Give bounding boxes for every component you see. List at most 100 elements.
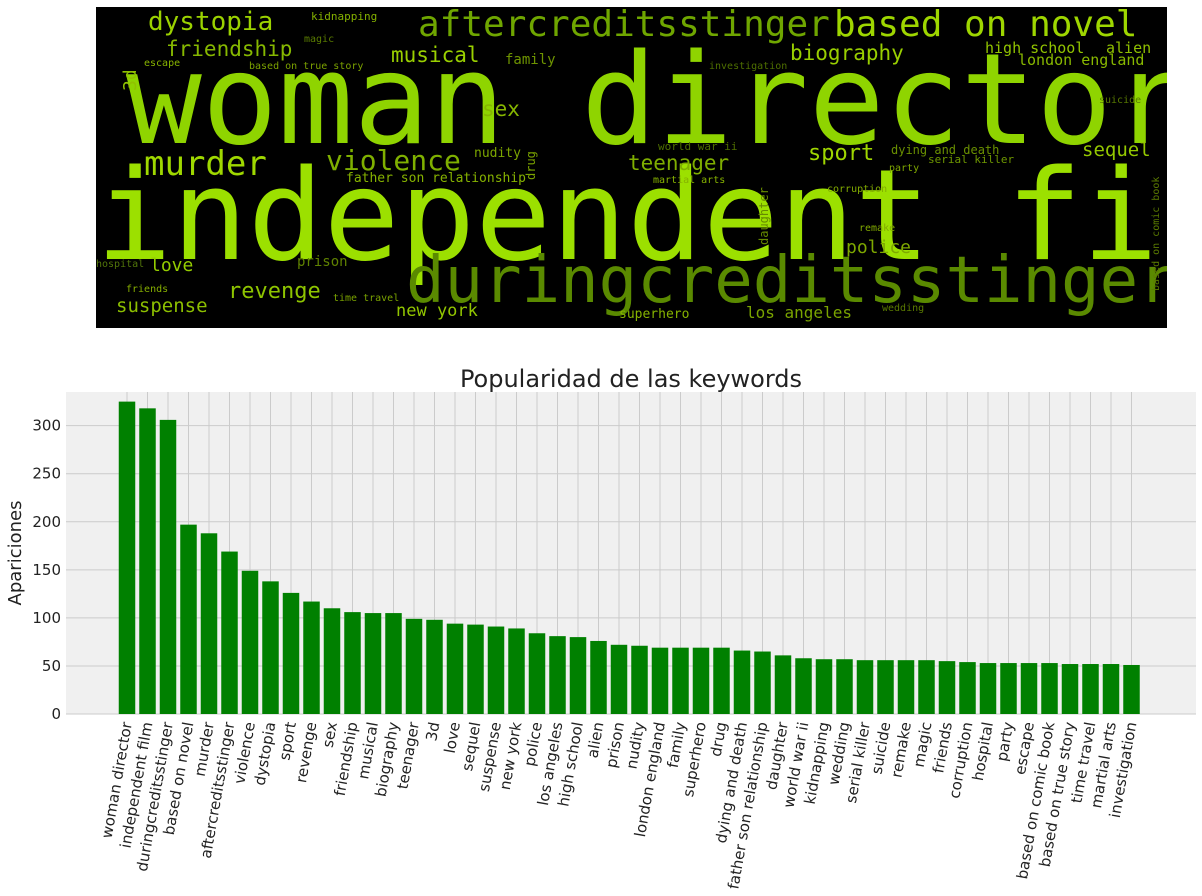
wordcloud-word: time travel [333, 293, 400, 304]
wordcloud-word: suicide [1099, 95, 1142, 106]
wordcloud-word: based on comic book [1151, 176, 1162, 291]
bar [118, 401, 136, 714]
wordcloud-word: los angeles [746, 303, 852, 322]
y-tick-label: 100 [32, 609, 61, 627]
wordcloud-word: violence [326, 144, 461, 177]
bar [303, 601, 320, 714]
bar [467, 624, 484, 714]
wordcloud-word: sport [808, 141, 875, 166]
wordcloud-word: murder [144, 144, 267, 184]
wordcloud-word: revenge [228, 279, 321, 304]
bar [1082, 664, 1099, 714]
y-tick-label: 0 [51, 705, 61, 723]
wordcloud-word: daughter [757, 186, 771, 245]
bar [385, 613, 402, 714]
bar [426, 619, 443, 714]
bar [405, 618, 423, 714]
x-tick-label: drug [707, 721, 731, 758]
bar [200, 533, 218, 714]
wordcloud-word: high school [985, 39, 1085, 57]
bar [692, 647, 710, 714]
wordcloud-word: martial arts [653, 175, 726, 186]
bar [508, 628, 525, 714]
wordcloud-word: suspense [116, 295, 208, 317]
wordcloud-word: alien [1106, 39, 1152, 57]
wordcloud-word: investigation [709, 61, 788, 72]
wordcloud-word: police [846, 237, 912, 258]
bar [159, 419, 177, 714]
wordcloud-word: hospital [96, 259, 145, 270]
y-tick-label: 300 [32, 417, 61, 435]
bar [180, 524, 197, 714]
wordcloud-word: kidnapping [311, 10, 378, 23]
bar [672, 647, 689, 714]
bar [1041, 663, 1058, 714]
wordcloud-word: serial killer [928, 153, 1015, 166]
bars [118, 401, 1140, 714]
bar [139, 408, 156, 714]
bar [344, 612, 361, 714]
wordcloud-word: sex [482, 97, 520, 121]
bar [487, 626, 505, 714]
bar [1000, 663, 1017, 714]
wordcloud-word: 3d [120, 68, 141, 91]
bar [856, 660, 874, 714]
wordcloud-word: world war ii [658, 140, 738, 153]
x-tick-label: sex [319, 720, 341, 749]
bar [938, 661, 956, 714]
wordcloud-word: aftercreditsstinger [418, 7, 830, 45]
wordcloud-word: london england [1018, 51, 1145, 69]
bar [631, 645, 648, 714]
wordcloud-word: biography [790, 41, 904, 65]
bar [549, 636, 566, 714]
y-tick-label: 200 [32, 513, 61, 531]
bar [959, 662, 976, 714]
wordcloud-word: teenager [628, 151, 730, 175]
bar [221, 551, 238, 714]
bar [323, 608, 341, 714]
x-tick-label: love [441, 721, 464, 755]
wordcloud-word: sequel [1082, 139, 1151, 161]
wordcloud-word: wedding [882, 303, 925, 314]
bar [877, 660, 894, 714]
bar [651, 647, 669, 714]
bar [836, 659, 853, 714]
wordcloud-word: nudity [474, 146, 521, 161]
wordcloud-word: duringcreditsstinger [406, 244, 1167, 318]
bar [590, 640, 607, 714]
wordcloud-word: father son relationship [346, 171, 527, 186]
y-tick-label: 50 [42, 657, 61, 675]
wordcloud-word: remake [859, 223, 896, 234]
bar [1020, 663, 1038, 714]
bar [1123, 664, 1140, 714]
bar [1102, 664, 1120, 714]
wordcloud-word: friendship [166, 37, 293, 61]
wordcloud-word: friends [126, 284, 169, 295]
bar [610, 644, 628, 714]
bar [815, 659, 833, 714]
bar [897, 660, 915, 714]
x-tick-label: 3d [422, 721, 443, 743]
y-tick-label: 250 [32, 465, 61, 483]
wordcloud-word: based on novel [834, 7, 1138, 45]
wordcloud-word: party [889, 163, 920, 174]
bar [282, 592, 300, 714]
bar [446, 623, 464, 714]
wordcloud-word: family [505, 52, 556, 68]
bar [364, 613, 382, 714]
bar [979, 663, 997, 714]
wordcloud-word: superhero [619, 307, 690, 322]
bar [262, 581, 279, 714]
wordcloud-word: musical [391, 43, 480, 67]
y-tick-labels: 0 50 100 150 200 250 300 [32, 417, 61, 723]
y-axis-label: Apariciones [5, 501, 26, 606]
wordcloud-word: love [150, 255, 194, 276]
bar [918, 660, 935, 714]
bar [1061, 664, 1079, 714]
wordcloud-word: drug [524, 150, 538, 180]
wordcloud-word: magic [304, 34, 335, 45]
wordcloud-word: corruption [827, 184, 888, 195]
wordcloud-word: new york [396, 301, 478, 321]
wordcloud-word: escape [144, 58, 181, 69]
